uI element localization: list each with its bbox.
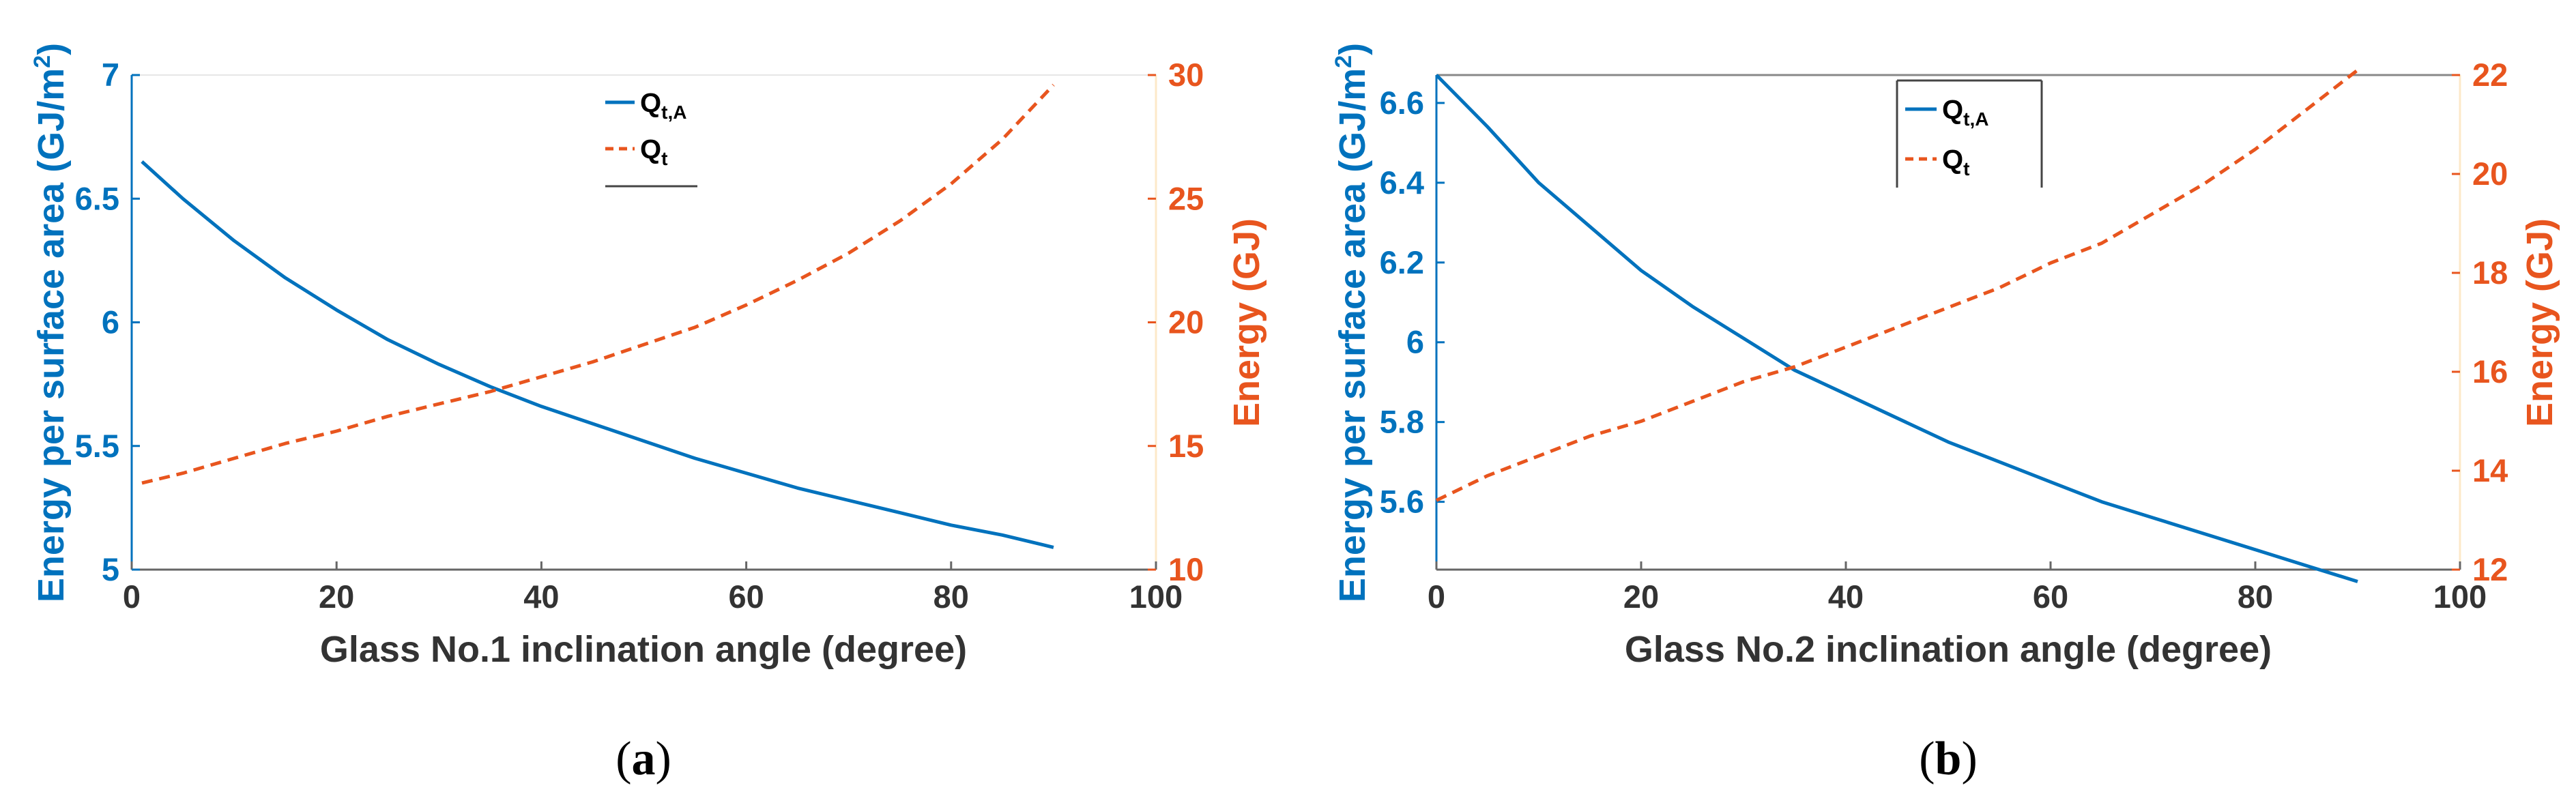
series-group-a (141, 83, 1055, 549)
x-tick-label: 60 (2033, 578, 2068, 615)
y-right-tick-label: 15 (1168, 428, 1204, 464)
chart-a: 0 20 40 60 80 100 5 5.5 6 6.5 7 10 15 20 25 30 Qt,A Q… (29, 43, 1267, 785)
y-left-ticks-b: 5.6 5.8 6 6.2 6.4 6.6 (1380, 85, 1445, 520)
y-right-label-b: Energy (GJ) (2519, 218, 2560, 427)
series-qta-line (1435, 74, 2358, 583)
legend-label-qt-b: Qt (1942, 145, 1969, 179)
x-tick-label: 100 (2433, 578, 2487, 615)
y-right-tick-label: 16 (2472, 353, 2508, 390)
y-left-tick-label: 6 (1406, 324, 1424, 360)
chart-b: 0 20 40 60 80 100 5.6 5.8 6 6.2 6.4 6.6 12 14 16 18 20… (1331, 43, 2560, 785)
x-tick-label: 80 (934, 578, 969, 615)
legend-label-qta-a: Qt,A (640, 88, 686, 123)
series-qt-line (141, 83, 1055, 485)
y-left-label-a: Energy per surface area (GJ/m2) (29, 43, 72, 602)
series-qta-line (141, 160, 1054, 549)
series-qt-line (1435, 68, 2359, 502)
x-tick-label: 100 (1129, 578, 1183, 615)
y-right-tick-label: 25 (1168, 180, 1204, 216)
x-tick-label: 0 (1428, 578, 1445, 615)
x-ticks-b: 0 20 40 60 80 100 (1428, 561, 2487, 615)
y-right-ticks-b: 12 14 16 18 20 22 (2452, 57, 2508, 587)
legend-b: Qt,A Qt (1896, 79, 2043, 188)
y-left-label-b: Energy per surface area (GJ/m2) (1331, 43, 1373, 602)
y-right-tick-label: 14 (2472, 452, 2508, 488)
x-ticks-a: 0 20 40 60 80 100 (123, 561, 1183, 615)
x-tick-label: 40 (523, 578, 559, 615)
x-label-b: Glass No.2 inclination angle (degree) (1625, 629, 2272, 670)
x-tick-label: 20 (319, 578, 354, 615)
y-left-tick-label: 5.5 (75, 428, 119, 464)
y-right-tick-label: 10 (1168, 551, 1204, 587)
y-right-ticks-a: 10 15 20 25 30 (1148, 57, 1204, 587)
x-tick-label: 20 (1623, 578, 1659, 615)
x-tick-label: 40 (1828, 578, 1864, 615)
y-right-tick-label: 20 (2472, 156, 2508, 192)
y-left-tick-label: 6.4 (1380, 164, 1424, 201)
y-right-tick-label: 20 (1168, 304, 1204, 340)
x-tick-label: 0 (123, 578, 141, 615)
y-left-tick-label: 5 (102, 551, 119, 587)
series-group-b (1435, 68, 2359, 583)
y-left-tick-label: 5.8 (1380, 404, 1424, 440)
y-left-tick-label: 6 (102, 304, 119, 340)
y-right-tick-label: 18 (2472, 254, 2508, 291)
x-tick-label: 60 (728, 578, 764, 615)
y-right-tick-label: 30 (1168, 57, 1204, 93)
caption-a: (a) (616, 733, 671, 785)
y-left-tick-label: 7 (102, 57, 119, 93)
legend-label-qta-b: Qt,A (1942, 95, 1988, 130)
y-right-label-a: Energy (GJ) (1226, 218, 1267, 427)
x-tick-label: 80 (2238, 578, 2273, 615)
y-left-tick-label: 6.6 (1380, 85, 1424, 121)
y-left-tick-label: 6.5 (75, 180, 119, 216)
y-left-tick-label: 5.6 (1380, 484, 1424, 520)
legend-label-qt-a: Qt (640, 134, 667, 169)
y-left-tick-label: 6.2 (1380, 244, 1424, 280)
legend-a: Qt,A Qt (605, 88, 697, 188)
x-label-a: Glass No.1 inclination angle (degree) (320, 629, 967, 670)
y-left-ticks-a: 5 5.5 6 6.5 7 (75, 57, 140, 587)
y-right-tick-label: 12 (2472, 551, 2508, 587)
y-right-tick-label: 22 (2472, 57, 2508, 93)
caption-b: (b) (1919, 733, 1978, 785)
